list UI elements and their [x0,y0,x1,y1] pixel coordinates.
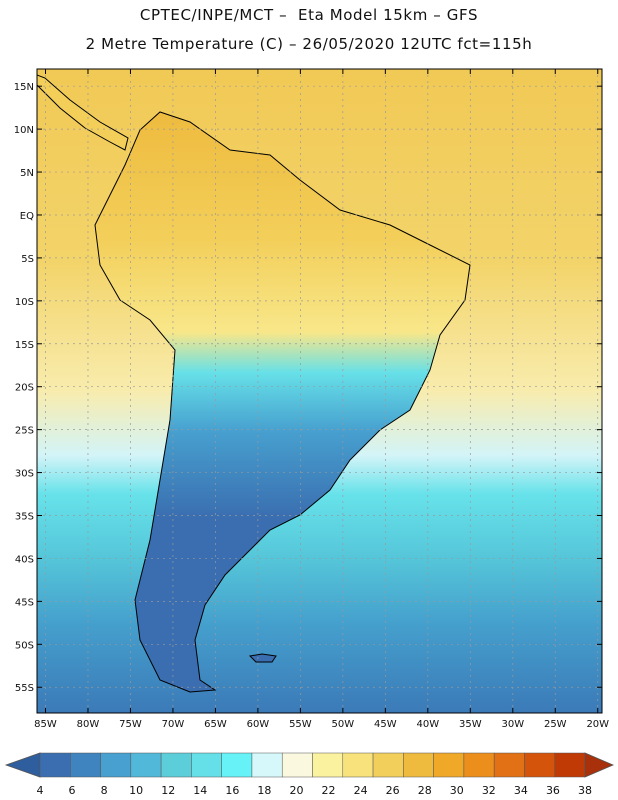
map-subtitle: 2 Metre Temperature (C) – 26/05/2020 12U… [85,35,533,53]
colorbar-swatch [39,752,71,778]
map-frame [36,68,603,714]
colorbar-swatch [524,752,555,778]
lat-label: 25S [15,426,34,437]
lat-label: 30S [15,469,34,480]
lon-label: 60W [247,719,270,730]
colorbar-swatch [433,752,465,778]
colorbar-swatch [342,752,374,778]
lat-label: 45S [15,597,34,608]
colorbar-swatch [372,752,404,778]
colorbar-label: 8 [101,784,108,797]
lat-label: 55S [15,683,34,694]
central-america-landmass [37,74,129,151]
lat-label: 50S [15,640,34,651]
colorbar-under-arrow [4,752,41,778]
colorbar-label: 22 [322,784,336,797]
colorbar-label: 4 [37,784,44,797]
lon-label: 40W [417,719,440,730]
colorbar-over-arrow [584,752,615,778]
colorbar-label: 14 [193,784,207,797]
lon-label: 70W [162,719,185,730]
colorbar-label: 34 [514,784,528,797]
lon-label: 50W [332,719,355,730]
lon-label: 20W [586,719,609,730]
colorbar-label: 24 [354,784,368,797]
lon-label: 35W [459,719,482,730]
colorbar-swatch [100,752,132,778]
colorbar-label: 12 [161,784,175,797]
colorbar-swatch [554,752,586,778]
lon-label: 45W [374,719,397,730]
lon-label: 65W [204,719,227,730]
lat-label: 15S [15,340,34,351]
colorbar-swatch [251,752,283,778]
colorbar-label: 28 [418,784,432,797]
colorbar-label: 32 [482,784,496,797]
grid-lines [37,69,602,713]
colorbar-swatch [160,752,192,778]
colorbar-swatch [463,752,495,778]
lat-label: 10N [14,125,34,136]
colorbar-label: 30 [450,784,464,797]
lon-label: 55W [289,719,312,730]
axis-ticks [37,69,602,713]
colorbar-swatch [493,752,525,778]
lon-label: 30W [501,719,524,730]
colorbar-label: 20 [289,784,303,797]
south-america-landmass [94,111,471,693]
lat-label: EQ [20,211,34,222]
colorbar-label: 38 [578,784,592,797]
lat-label: 5S [21,254,34,265]
lat-label: 10S [15,297,34,308]
latitude-labels: 15N 10N 5N EQ 5S 10S 15S 20S 25S 30S 35S 40S 45S 50S 5… [14,82,34,694]
colorbar-swatch [403,752,434,778]
colorbar-label: 36 [546,784,560,797]
colorbar-label: 10 [129,784,143,797]
lat-label: 5N [20,168,34,179]
colorbar-swatch [281,752,313,778]
colorbar-swatch [312,752,344,778]
lat-label: 40S [15,554,34,565]
colorbar-swatch [221,752,253,778]
colorbar-swatch [70,752,101,778]
map-title: CPTEC/INPE/MCT – Eta Model 15km – GFS [139,6,479,24]
colorbar-swatch [130,752,162,778]
colorbar-label: 26 [386,784,400,797]
lon-label: 75W [119,719,142,730]
lon-label: 25W [544,719,567,730]
colorbar: 4 6 8 10 12 14 16 18 20 22 24 26 28 30 32 34 36 38 [4,752,615,797]
lat-label: 15N [14,82,34,93]
colorbar-label: 16 [225,784,239,797]
colorbar-label: 6 [69,784,76,797]
lon-label: 85W [34,719,57,730]
colorbar-swatch [191,752,222,778]
lon-label: 80W [77,719,100,730]
falkland-islands [248,653,277,663]
lat-label: 35S [15,512,34,523]
temperature-map: 15N 10N 5N EQ 5S 10S 15S 20S 25S 30S 35S 40S 45S 50S 5… [14,68,609,730]
lat-label: 20S [15,383,34,394]
longitude-labels: 85W 80W 75W 70W 65W 60W 55W 50W 45W 40W 35W 30W 25W 2… [34,719,609,730]
colorbar-label: 18 [257,784,271,797]
